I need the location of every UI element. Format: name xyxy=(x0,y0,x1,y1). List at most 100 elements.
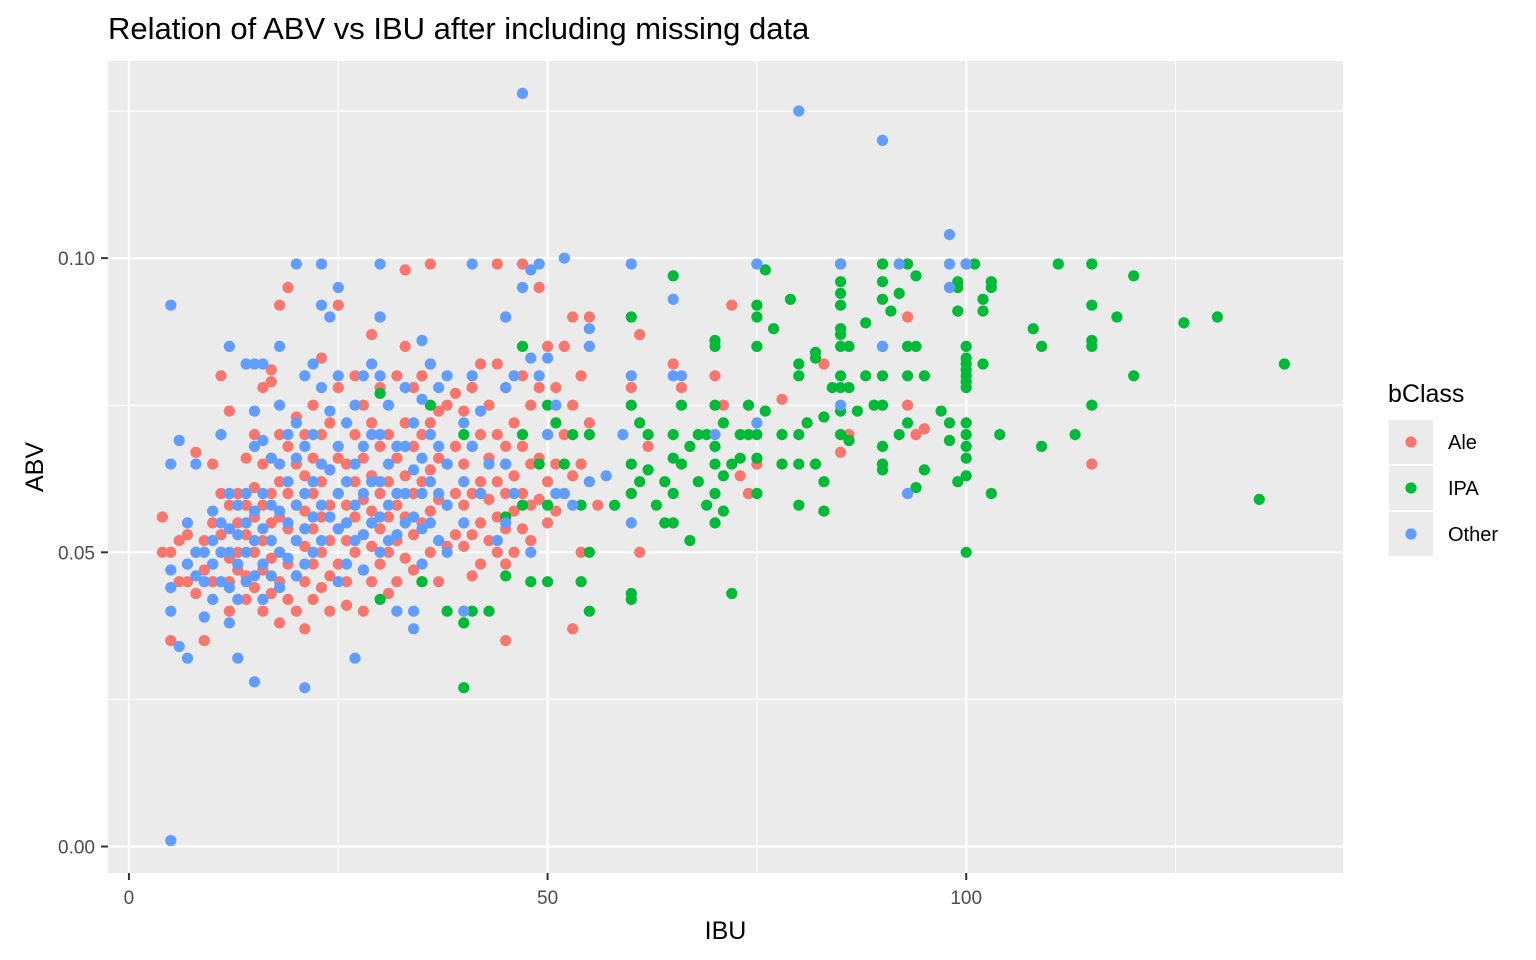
data-point xyxy=(274,458,286,470)
data-point xyxy=(893,429,905,441)
data-point xyxy=(500,570,512,582)
data-point xyxy=(575,499,587,511)
data-point xyxy=(282,487,294,500)
data-point xyxy=(675,458,688,470)
data-point xyxy=(433,440,445,452)
y-tick-label: 0.00 xyxy=(58,838,95,859)
data-point xyxy=(366,358,378,370)
data-point xyxy=(341,576,353,588)
data-point xyxy=(382,499,395,511)
data-point xyxy=(240,529,252,541)
data-point xyxy=(550,487,562,500)
data-point xyxy=(315,535,328,547)
data-point xyxy=(215,546,227,558)
data-point xyxy=(173,640,185,653)
data-point xyxy=(776,393,788,405)
data-point xyxy=(475,487,487,500)
data-point xyxy=(207,535,219,547)
data-point xyxy=(466,487,478,500)
data-point xyxy=(408,623,420,635)
legend-label: Ale xyxy=(1448,432,1477,454)
data-point xyxy=(625,517,637,529)
data-point xyxy=(382,511,395,523)
data-point xyxy=(918,370,931,382)
data-point xyxy=(902,487,914,500)
data-point xyxy=(315,299,328,311)
data-point xyxy=(424,399,436,411)
data-point xyxy=(366,329,378,341)
data-point xyxy=(207,458,219,470)
data-point xyxy=(567,470,579,482)
data-point xyxy=(165,458,177,470)
data-point xyxy=(575,370,587,382)
data-point xyxy=(433,535,445,547)
data-point xyxy=(818,358,830,370)
data-point xyxy=(583,311,596,323)
data-point xyxy=(575,546,587,558)
data-point xyxy=(165,635,177,647)
data-point xyxy=(876,464,889,476)
data-point xyxy=(441,458,453,470)
data-point xyxy=(215,529,227,541)
data-point xyxy=(835,276,847,288)
data-point xyxy=(240,517,252,529)
data-point xyxy=(156,511,168,523)
data-point xyxy=(416,334,428,347)
data-point xyxy=(458,429,470,441)
data-point xyxy=(307,558,319,570)
data-point xyxy=(357,529,369,541)
data-point xyxy=(324,511,336,523)
data-point xyxy=(583,605,596,617)
data-point xyxy=(215,429,227,441)
data-point xyxy=(165,299,177,311)
data-point xyxy=(910,270,922,282)
data-point xyxy=(759,405,771,417)
data-point xyxy=(248,405,261,417)
data-point xyxy=(408,529,420,541)
data-point xyxy=(190,458,202,470)
data-point xyxy=(525,458,537,470)
data-point xyxy=(583,323,596,335)
data-point xyxy=(399,517,411,529)
data-point xyxy=(382,458,395,470)
data-point xyxy=(876,134,889,146)
data-point xyxy=(198,535,210,547)
data-point xyxy=(759,264,771,276)
data-point xyxy=(282,281,294,294)
data-point xyxy=(232,529,244,541)
data-point xyxy=(416,429,428,441)
data-point xyxy=(709,399,721,411)
data-point xyxy=(265,587,277,600)
data-point xyxy=(307,593,319,606)
data-point xyxy=(332,576,344,588)
legend-label: Other xyxy=(1448,524,1498,546)
data-point xyxy=(416,487,428,500)
data-point xyxy=(692,429,704,441)
data-point xyxy=(835,299,847,311)
data-point xyxy=(709,440,721,452)
data-point xyxy=(910,482,922,494)
data-point xyxy=(299,370,311,382)
data-point xyxy=(835,340,847,352)
data-point xyxy=(500,311,512,323)
data-point xyxy=(1178,317,1190,329)
data-point xyxy=(265,552,277,564)
data-point xyxy=(1128,270,1140,282)
data-point xyxy=(248,505,261,517)
data-point xyxy=(399,440,411,452)
data-point xyxy=(341,417,353,429)
data-point xyxy=(307,399,319,411)
data-point xyxy=(458,617,470,629)
data-point xyxy=(282,440,294,452)
data-point xyxy=(835,287,847,299)
data-point xyxy=(592,499,604,511)
data-point xyxy=(458,605,470,617)
data-point xyxy=(315,476,328,488)
data-point xyxy=(943,417,956,429)
data-point xyxy=(977,305,989,317)
data-point xyxy=(1027,323,1039,335)
data-point xyxy=(558,487,570,500)
data-point xyxy=(709,458,721,470)
data-point xyxy=(943,229,956,241)
data-point xyxy=(232,487,244,500)
